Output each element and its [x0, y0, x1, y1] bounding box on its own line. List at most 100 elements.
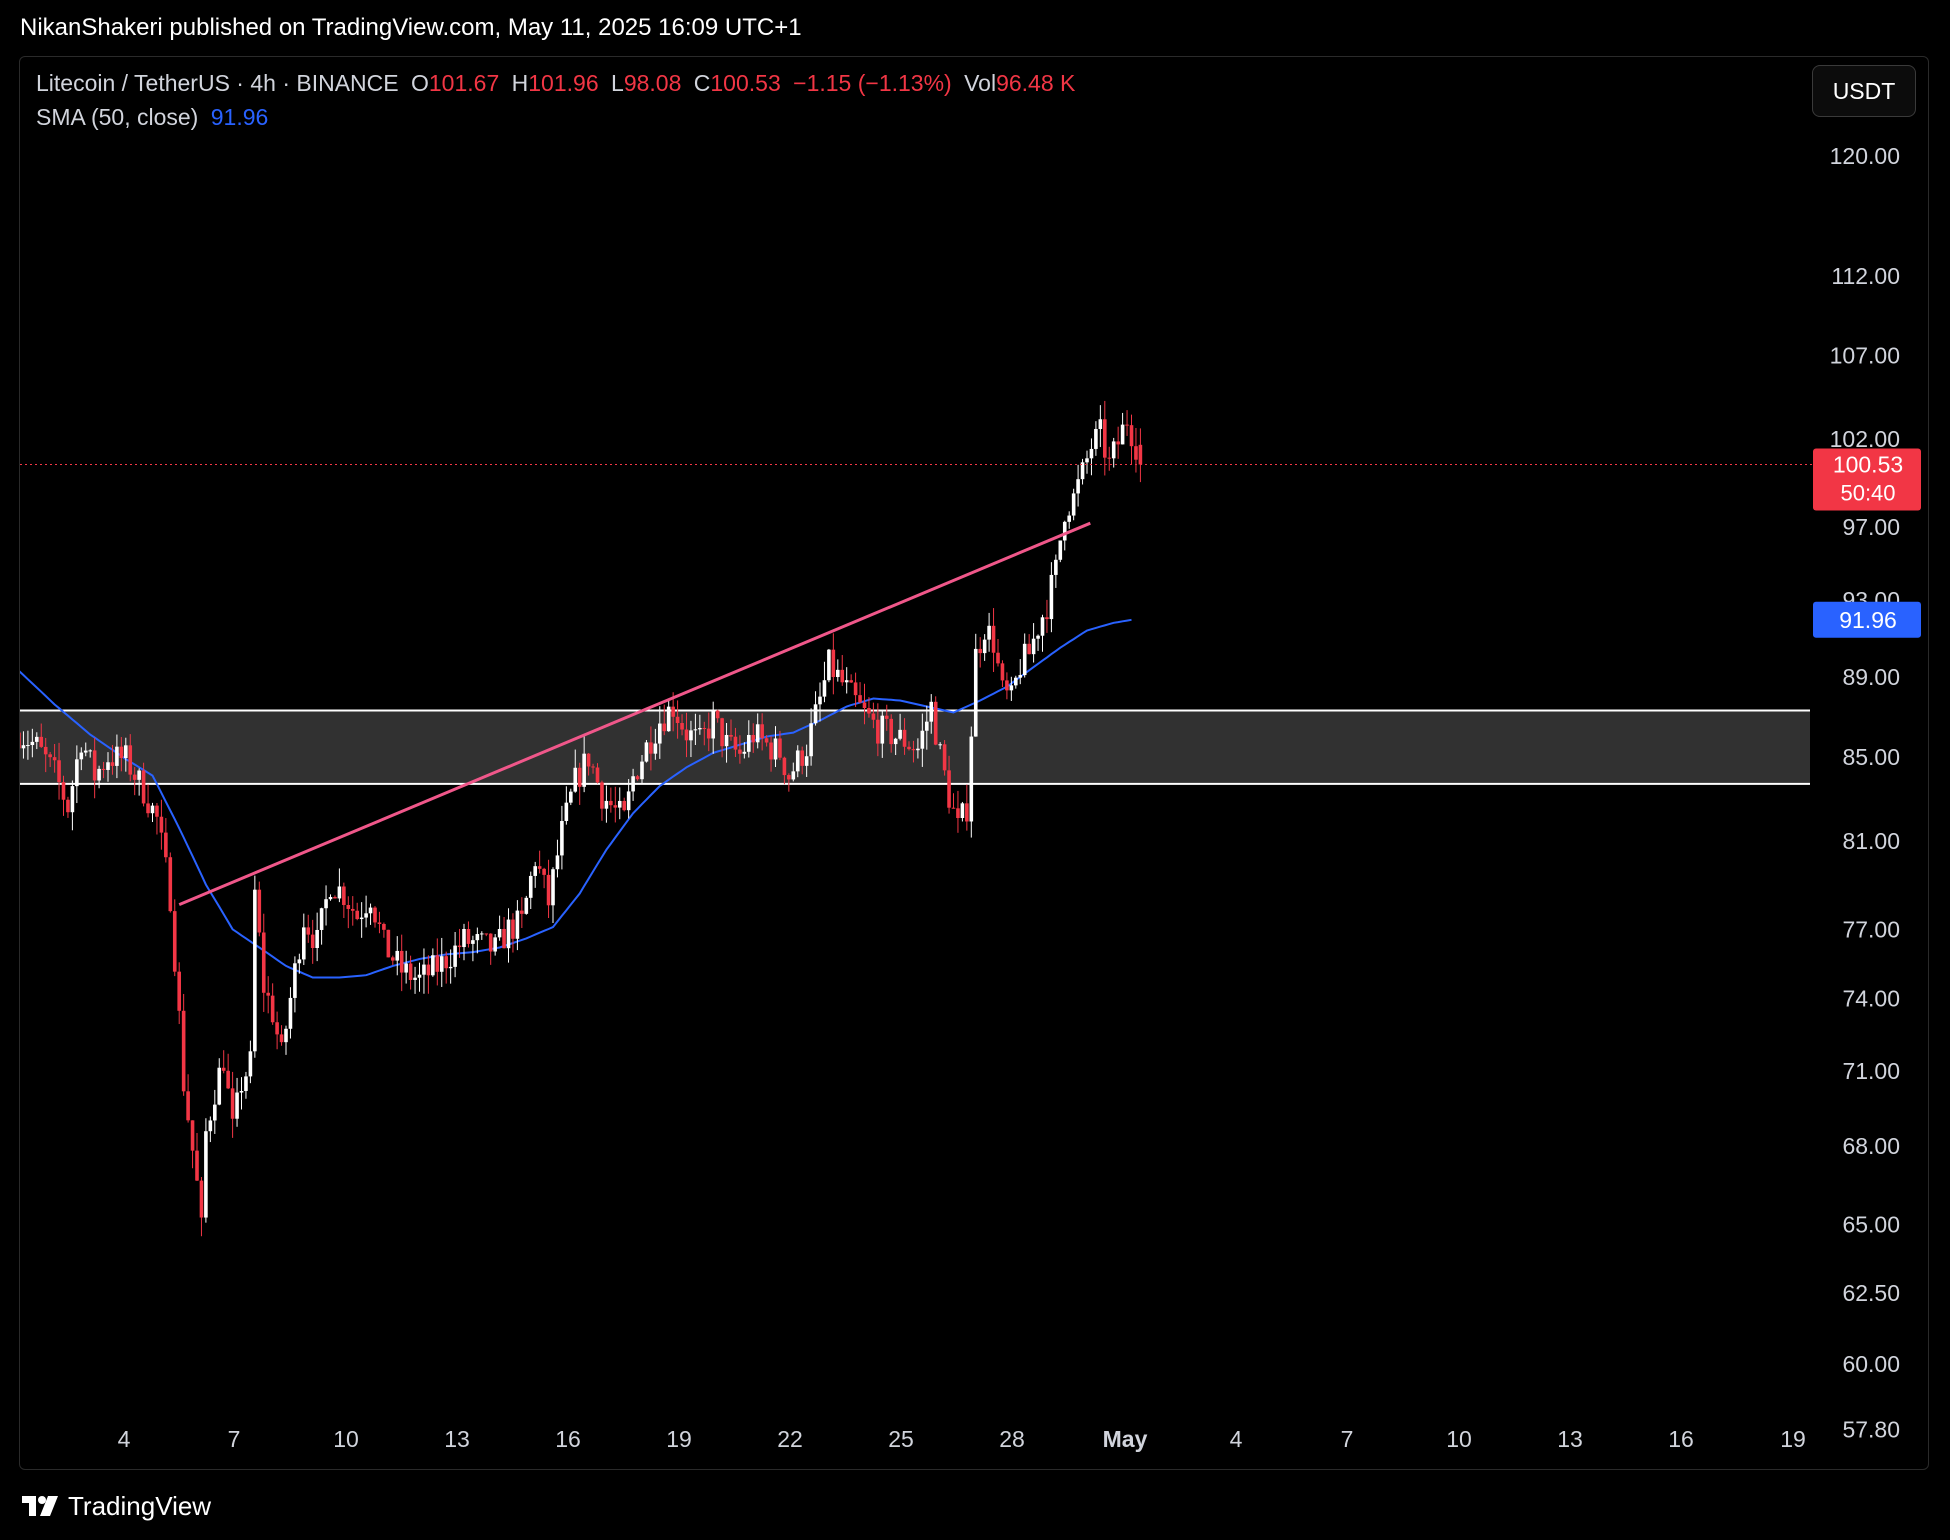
volume-value: 96.48 K	[996, 70, 1076, 96]
y-tick-label: 62.50	[1842, 1280, 1900, 1306]
price-chart[interactable]: 120.00112.00107.00102.0097.0093.0089.008…	[20, 57, 1928, 1469]
candle-body	[457, 945, 462, 948]
candle-body	[515, 910, 520, 939]
candle-body	[836, 669, 840, 678]
candle-body	[555, 855, 560, 870]
sma-label: SMA (50, close)	[36, 104, 199, 130]
bar-countdown: 50:40	[1840, 480, 1895, 505]
change-value: −1.15 (−1.13%)	[793, 70, 952, 96]
candle-body	[315, 929, 319, 948]
sma-legend[interactable]: SMA (50, close) 91.96	[36, 104, 274, 131]
candle-body	[21, 745, 26, 749]
candle-body	[359, 917, 364, 920]
candle-body	[83, 750, 88, 753]
candle-body	[938, 744, 942, 746]
candle-body	[57, 760, 61, 783]
ascending-trendline[interactable]	[178, 521, 1091, 906]
candle-body	[862, 702, 867, 709]
candle-body	[813, 704, 818, 724]
candle-body	[328, 897, 333, 900]
candle-body	[573, 767, 578, 792]
candle-body	[747, 734, 751, 752]
symbol-title[interactable]: Litecoin / TetherUS · 4h · BINANCE	[36, 70, 399, 96]
sma-value: 91.96	[210, 104, 269, 130]
candle-body	[849, 680, 853, 683]
support-zone[interactable]	[20, 710, 1810, 784]
candle-body	[257, 889, 262, 933]
sma-line[interactable]	[20, 618, 1132, 979]
candle-body	[462, 928, 466, 948]
x-tick-label: 4	[118, 1426, 131, 1452]
sma-price-tag[interactable]	[1813, 601, 1921, 638]
candle-body	[253, 889, 257, 1052]
candle-body	[702, 728, 707, 730]
candle-body	[1134, 446, 1138, 460]
candle-body	[1062, 521, 1067, 541]
candle-body	[818, 696, 822, 705]
last-price-tag[interactable]	[1813, 448, 1921, 511]
candle-body	[70, 786, 75, 813]
candle-body	[279, 1034, 284, 1043]
chart-frame[interactable]: 120.00 112.00 107.00 102.00 97.00 93.00 89.00 8…	[19, 56, 1929, 1470]
candle-body	[929, 701, 934, 722]
candle-body	[275, 1022, 279, 1035]
candle-body	[270, 995, 275, 1023]
candle-body	[987, 625, 991, 640]
candle-body	[693, 729, 698, 731]
candle-body	[755, 724, 760, 743]
candle-body	[475, 934, 480, 941]
candle-body	[520, 910, 524, 914]
candle-body	[996, 652, 1000, 664]
candle-body	[221, 1067, 226, 1071]
candle-body	[626, 791, 631, 811]
candle-body	[128, 745, 133, 775]
candle-body	[542, 868, 546, 875]
candle-body	[310, 934, 315, 948]
candle-body	[947, 770, 951, 808]
candle-body	[422, 964, 426, 975]
candle-body	[804, 756, 809, 766]
candle-body	[1031, 638, 1036, 655]
candle-body	[342, 886, 346, 906]
candle-body	[471, 940, 475, 944]
candle-body	[20, 732, 21, 749]
candle-body	[226, 1070, 230, 1089]
y-tick-label: 120.00	[1830, 143, 1900, 169]
candle-body	[925, 721, 929, 731]
candle-body	[640, 761, 644, 780]
candle-body	[853, 682, 858, 696]
candle-body	[1027, 643, 1031, 655]
candle-body	[1085, 458, 1089, 463]
candle-body	[1067, 515, 1071, 522]
candle-body	[244, 1076, 248, 1091]
candle-body	[488, 933, 493, 952]
candle-body	[951, 807, 956, 809]
candle-body	[751, 734, 756, 743]
sma-price-tag-value: 91.96	[1839, 607, 1897, 633]
ohlc-legend: Litecoin / TetherUS · 4h · BINANCE O101.…	[36, 70, 1081, 97]
candle-body	[933, 701, 938, 745]
candle-body	[884, 715, 889, 719]
candle-body	[733, 736, 738, 750]
candle-body	[1125, 424, 1129, 426]
candle-body	[150, 805, 155, 814]
candle-body	[181, 1010, 186, 1092]
x-tick-label: 4	[1230, 1426, 1243, 1452]
candle-body	[302, 927, 306, 960]
candle-body	[1009, 685, 1014, 691]
candle-body	[902, 729, 907, 747]
candle-body	[942, 744, 947, 771]
y-tick-label: 89.00	[1842, 664, 1900, 690]
candle-body	[106, 762, 110, 770]
candle-body	[666, 706, 671, 732]
candle-body	[609, 800, 613, 806]
candle-body	[1116, 441, 1120, 445]
x-tick-label: 22	[777, 1426, 803, 1452]
x-tick-label: 19	[666, 1426, 692, 1452]
candle-body	[97, 768, 101, 781]
publisher-bar: NikanShakeri published on TradingView.co…	[0, 0, 1950, 58]
currency-button[interactable]: USDT	[1812, 65, 1916, 117]
candle-body	[186, 1091, 190, 1121]
tradingview-footer[interactable]: TradingView	[20, 1490, 211, 1522]
y-tick-label: 112.00	[1831, 263, 1900, 289]
